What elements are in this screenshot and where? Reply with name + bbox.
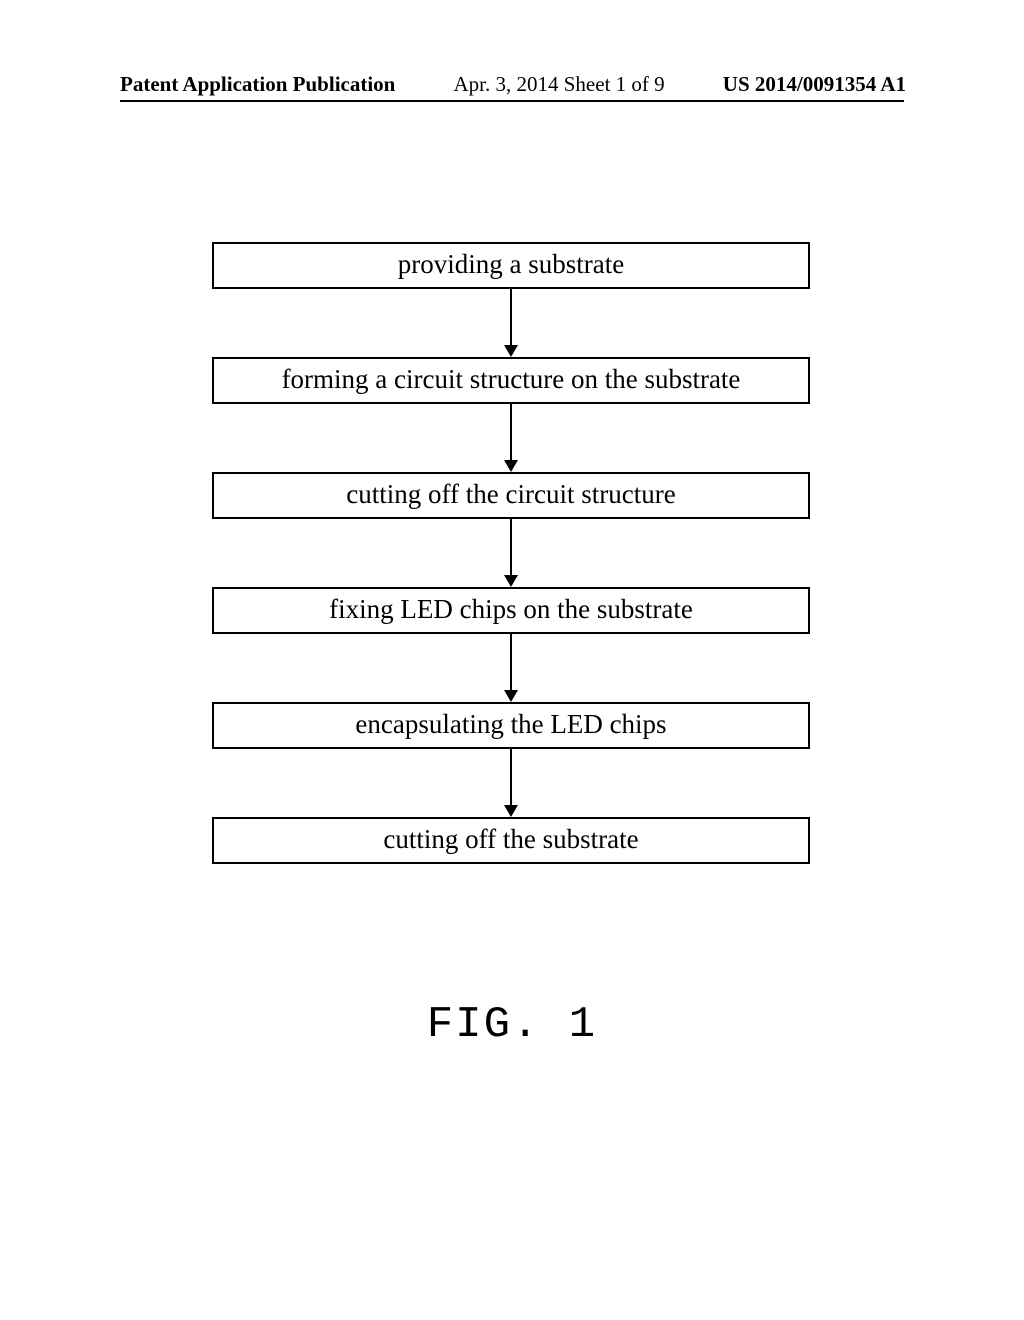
flow-arrow [212, 404, 810, 472]
flow-step: forming a circuit structure on the subst… [212, 357, 810, 404]
header-center: Apr. 3, 2014 Sheet 1 of 9 [454, 72, 665, 97]
figure-label: FIG. 1 [0, 1000, 1024, 1050]
flow-step: fixing LED chips on the substrate [212, 587, 810, 634]
page-header: Patent Application Publication Apr. 3, 2… [0, 72, 1024, 97]
arrow-line [510, 404, 512, 466]
arrow-head-icon [504, 805, 518, 817]
flow-step: cutting off the substrate [212, 817, 810, 864]
flow-step: encapsulating the LED chips [212, 702, 810, 749]
arrow-line [510, 519, 512, 581]
flow-arrow [212, 634, 810, 702]
arrow-line [510, 749, 512, 811]
header-right: US 2014/0091354 A1 [723, 72, 906, 97]
flow-step: providing a substrate [212, 242, 810, 289]
arrow-head-icon [504, 460, 518, 472]
arrow-line [510, 634, 512, 696]
arrow-head-icon [504, 345, 518, 357]
header-left: Patent Application Publication [120, 72, 395, 97]
arrow-head-icon [504, 690, 518, 702]
flow-arrow [212, 749, 810, 817]
flowchart: providing a substrate forming a circuit … [212, 242, 810, 864]
flow-arrow [212, 289, 810, 357]
flow-step: cutting off the circuit structure [212, 472, 810, 519]
arrow-head-icon [504, 575, 518, 587]
flow-arrow [212, 519, 810, 587]
arrow-line [510, 289, 512, 351]
header-rule [120, 100, 904, 102]
